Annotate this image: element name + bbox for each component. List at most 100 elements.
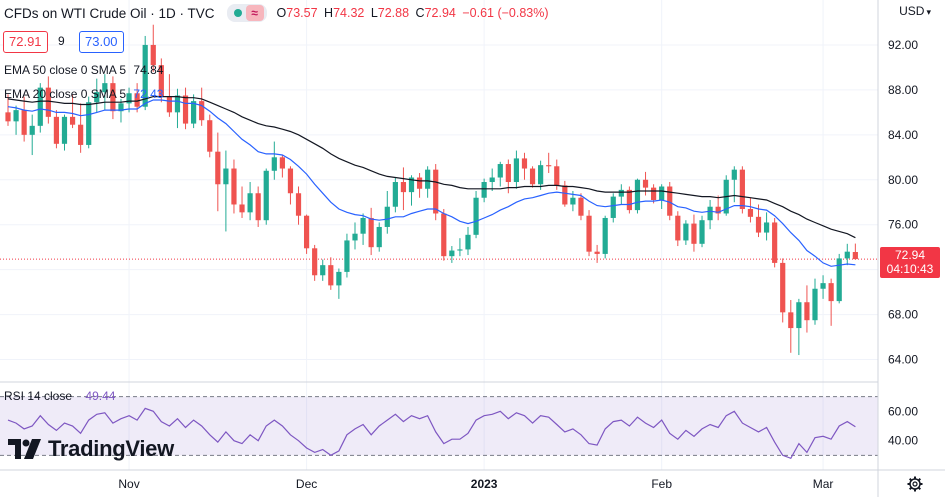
candle-body [481, 182, 487, 198]
candle-body [392, 182, 398, 207]
candle-body [223, 168, 229, 185]
price-tick-label: 76.00 [888, 218, 918, 232]
ema20-legend[interactable]: EMA 20 close 0 SMA 5 72.43 [4, 87, 163, 101]
candle-body [594, 251, 600, 254]
candle-body [255, 193, 261, 221]
candle-body [683, 223, 689, 241]
candle-body [425, 169, 431, 189]
candle-body [554, 166, 560, 186]
candle-body [699, 220, 705, 244]
data-problem-wave-icon[interactable]: ≈ [245, 5, 264, 21]
rsi-axis[interactable]: 60.00 40.00 [888, 404, 918, 447]
time-tick-label: Nov [118, 477, 139, 491]
ema50-legend[interactable]: EMA 50 close 0 SMA 5 74.84 [4, 63, 163, 77]
symbol-title[interactable]: CFDs on WTI Crude Oil · 1D · TVC [4, 5, 215, 21]
candle-body [400, 182, 407, 193]
symbol-header[interactable]: CFDs on WTI Crude Oil · 1D · TVC ≈ O73.5… [4, 4, 552, 22]
candle-body [303, 215, 310, 249]
ohlc-open-key: O [276, 6, 287, 20]
price-tick-label: 64.00 [888, 353, 918, 367]
candle-body [199, 101, 205, 121]
candle-body [312, 248, 318, 276]
tradingview-logo-icon [8, 439, 41, 459]
ema50-line [7, 96, 856, 239]
rsi-legend[interactable]: RSI 14 close 49.44 [4, 389, 115, 403]
candle-body [610, 196, 616, 218]
candle-body [521, 158, 528, 169]
market-status[interactable]: ≈ [226, 4, 267, 22]
price-tick-label: 84.00 [888, 128, 918, 142]
rsi-tick-label: 40.00 [888, 434, 918, 448]
candle-body [707, 206, 713, 221]
candle-body [5, 112, 11, 122]
tradingview-logo[interactable]: TradingView [8, 436, 174, 462]
candle-body [263, 170, 269, 221]
candle-body [570, 197, 576, 205]
ohlc-low-value: 72.88 [377, 6, 410, 20]
candle-body [45, 87, 51, 117]
candle-body [529, 168, 536, 185]
ema20-value: 72.43 [133, 87, 164, 101]
price-tick-label: 80.00 [888, 173, 918, 187]
candle-body [352, 233, 358, 241]
candle-body [538, 165, 544, 185]
candle-body [441, 213, 447, 257]
candle-body [86, 102, 92, 145]
candle-body [796, 302, 802, 329]
candle-body [408, 177, 415, 193]
last-price-label: 72.94 04:10:43 [880, 247, 940, 278]
candle-body [820, 283, 826, 289]
candle-body [29, 125, 35, 135]
candle-body [626, 189, 632, 211]
last-price-value: 72.94 [894, 248, 926, 262]
time-axis[interactable]: Nov Dec 2023 Feb Mar [118, 477, 833, 491]
candle-body [287, 168, 294, 194]
candle-body [384, 206, 390, 227]
candle-body [489, 177, 495, 183]
candle-body [69, 116, 76, 125]
time-tick-label: Mar [813, 477, 834, 491]
candle-body [780, 262, 786, 313]
candle-body [731, 169, 737, 180]
candle-body [497, 164, 503, 178]
candle-body [562, 185, 568, 205]
candle-body [110, 83, 116, 112]
candle-body [739, 169, 745, 209]
candle-body [13, 110, 19, 122]
candle-body [449, 250, 455, 257]
time-tick-label: Dec [296, 477, 317, 491]
candle-body [433, 169, 439, 214]
candle-body [651, 187, 657, 200]
price-tick-label: 88.00 [888, 83, 918, 97]
candle-body [836, 258, 842, 302]
settings-gear-icon[interactable] [907, 476, 923, 492]
brand-name: TradingView [48, 436, 174, 461]
candle-body [473, 197, 479, 235]
candle-body [182, 95, 189, 124]
candle-body [513, 158, 520, 183]
buy-price-button[interactable]: 73.00 [79, 31, 124, 53]
candle-body [465, 234, 471, 250]
ema50-label: EMA 50 close 0 SMA 5 [4, 63, 127, 77]
currency-label: USD [899, 4, 925, 18]
candle-body [804, 302, 810, 321]
candle-body [812, 288, 818, 321]
candle-body [763, 222, 770, 233]
candle-body [691, 223, 697, 244]
candle-body [247, 193, 253, 213]
candle-body [602, 217, 608, 254]
currency-selector[interactable]: USD ▾ [899, 4, 931, 18]
candle-body [174, 95, 181, 113]
candle-body [642, 179, 649, 188]
spread-value: 9 [58, 34, 65, 48]
candle-body [239, 204, 245, 213]
candle-body [207, 120, 213, 152]
candle-body [828, 283, 834, 302]
candle-body [21, 110, 27, 135]
candle-body [675, 215, 681, 241]
ohlc-high-key: H [324, 6, 334, 20]
candle-body [634, 179, 641, 211]
sell-price-button[interactable]: 72.91 [3, 31, 48, 53]
